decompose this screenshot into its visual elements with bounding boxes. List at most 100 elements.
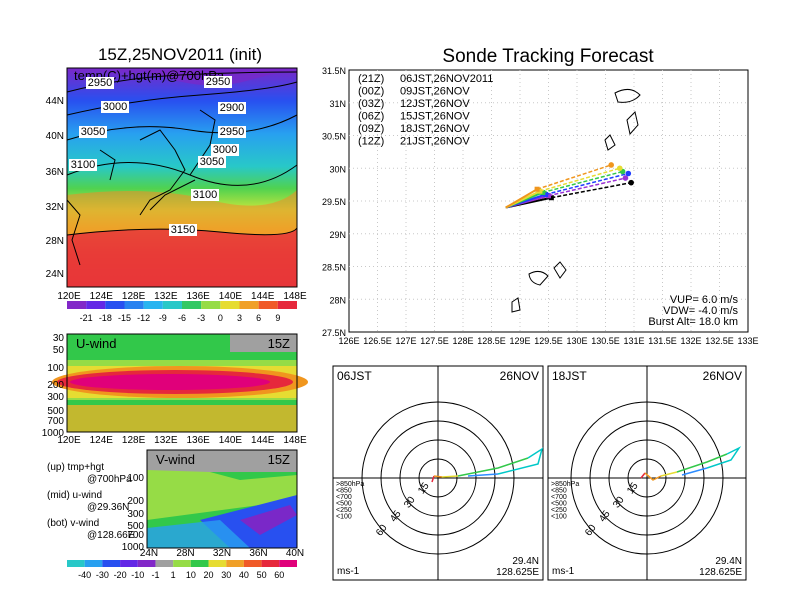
track-title: Sonde Tracking Forecast xyxy=(442,46,654,67)
map-ticks: 120E 124E 128E 132E 136E 140E 144E 148E 24N 28N 32… xyxy=(46,96,307,302)
map-title: 15Z,25NOV2011 (init) xyxy=(98,45,262,64)
contour-label: 3100 xyxy=(71,159,95,171)
vwind-y-tick: 500 xyxy=(127,521,144,532)
colorbar-swatch xyxy=(155,560,174,567)
colorbar-swatch xyxy=(182,301,202,309)
hodograph-06jst: 06JST 26NOV15304560>850hPa<850<700<500<25… xyxy=(332,365,544,581)
map-x-tick: 124E xyxy=(90,291,114,302)
map-x-tick: 144E xyxy=(251,291,275,302)
legend-time: 06JST,26NOV2011 xyxy=(400,73,493,85)
hodo-level: <100 xyxy=(551,514,567,521)
descent-path xyxy=(551,181,632,199)
note-line2: @700hPa xyxy=(87,474,132,485)
track-x-tick: 129.5E xyxy=(534,336,563,346)
burst-point xyxy=(540,189,546,195)
vwind-time: 15Z xyxy=(268,452,290,467)
descent-path xyxy=(542,170,623,194)
note-line1: (bot) v-wind xyxy=(47,518,99,529)
uwind-y-tick: 30 xyxy=(53,333,65,344)
uwind-y-tick: 500 xyxy=(47,406,64,417)
track-y-tick: 27.5N xyxy=(322,328,346,338)
vwind-label: V-wind xyxy=(156,452,195,467)
hodo-trace xyxy=(441,475,459,478)
hodo-level: <700 xyxy=(551,494,567,501)
colorbar-label: 1 xyxy=(171,570,176,580)
map-y-tick: 28N xyxy=(46,236,64,247)
contour-label-bg xyxy=(86,77,114,89)
hodo-level: <500 xyxy=(336,501,352,508)
uwind-x-tick: 140E xyxy=(219,435,243,446)
colorbar-label: -6 xyxy=(178,313,186,323)
uwind-time: 15Z xyxy=(268,336,290,351)
hodo-lon: 128.625E xyxy=(496,567,539,578)
colorbar-swatch xyxy=(105,301,125,309)
track-y-tick: 29.5N xyxy=(322,197,346,207)
contour-label-bg xyxy=(204,76,232,88)
map-x-tick: 128E xyxy=(122,291,146,302)
colorbar-label: 3 xyxy=(237,313,242,323)
colorbar-swatch xyxy=(208,560,227,567)
colorbar-label: 9 xyxy=(275,313,280,323)
ascent-path xyxy=(505,188,538,209)
uwind-x-tick: 148E xyxy=(283,435,307,446)
map-y-tick: 44N xyxy=(46,96,64,107)
track-x-tick: 126.5E xyxy=(363,336,392,346)
map-frame xyxy=(66,67,298,288)
temp-colorbar: -21 -18 -15 -12 -9 -6 -3 0 3 6 9 xyxy=(67,301,297,323)
legend-time: 21JST,26NOV xyxy=(400,136,470,148)
landing-point xyxy=(616,165,623,172)
hodo-right-label: 26NOV xyxy=(703,369,742,383)
legend-code: (21Z) xyxy=(358,73,384,85)
colorbar-label: -9 xyxy=(159,313,167,323)
colorbar-swatch xyxy=(173,560,191,567)
track-y-tick: 28N xyxy=(329,295,346,305)
track-y-tick: 30N xyxy=(329,164,346,174)
notes: (up) tmp+hgt@700hPa (mid) u-wind@29.36N (b… xyxy=(47,462,135,541)
colorbar-label: 10 xyxy=(186,570,196,580)
coastline xyxy=(66,109,216,266)
map-y-tick: 40N xyxy=(46,131,64,142)
hodograph-18jst: 18JST 26NOV15304560>850hPa<850<700<500<25… xyxy=(547,365,747,581)
track-grid: 126E 126.5E 127E 127.5E 128E 128.5E 129E 129.5E… xyxy=(322,66,759,346)
map-y-tick: 36N xyxy=(46,167,64,178)
contour-label-bg xyxy=(218,102,246,114)
contour-label-bg xyxy=(198,156,226,168)
hodo-trace xyxy=(467,473,499,477)
hodo-lon: 128.625E xyxy=(699,567,742,578)
descent-path xyxy=(539,167,620,192)
uwind-low xyxy=(67,405,297,432)
colorbar-label: -3 xyxy=(197,313,205,323)
hodo-trace xyxy=(497,447,544,475)
colorbar-swatch xyxy=(243,560,262,567)
colorbar-swatch xyxy=(137,560,156,567)
map-x-tick: 120E xyxy=(57,291,81,302)
uwind-gray xyxy=(230,334,297,352)
note-line2: @128.66E xyxy=(87,530,135,541)
vwind-y-tick: 1000 xyxy=(122,542,145,553)
colorbar-label: 0 xyxy=(218,313,223,323)
hodo-left-label: 06JST xyxy=(337,369,372,383)
burst-point xyxy=(534,186,540,192)
track-plot: 126E 126.5E 127E 127.5E 128E 128.5E 129E 129.5E… xyxy=(322,66,759,346)
hodo-right-label: 26NOV xyxy=(500,369,539,383)
track-x-tick: 127.5E xyxy=(420,336,449,346)
track-info-line: VDW= -4.0 m/s xyxy=(663,305,738,317)
colorbar-swatch xyxy=(162,301,182,309)
map-x-tick: 132E xyxy=(154,291,178,302)
legend-code: (03Z) xyxy=(358,98,384,110)
colorbar-swatch xyxy=(261,560,280,567)
track-x-tick: 131.5E xyxy=(648,336,677,346)
contour-label: 3000 xyxy=(213,144,237,156)
legend-code: (00Z) xyxy=(358,86,384,98)
hodo-unit: ms-1 xyxy=(337,566,360,577)
uwind-x-tick: 144E xyxy=(251,435,275,446)
colorbar-swatch xyxy=(277,301,297,309)
track-y-tick: 29N xyxy=(329,230,346,240)
colorbar-label: -30 xyxy=(96,570,109,580)
vwind-cyan xyxy=(147,520,250,548)
uwind-frame xyxy=(66,333,298,433)
vwind-y-tick: 100 xyxy=(127,473,144,484)
hodo-trace xyxy=(681,467,708,476)
colorbar-swatch xyxy=(67,301,87,309)
